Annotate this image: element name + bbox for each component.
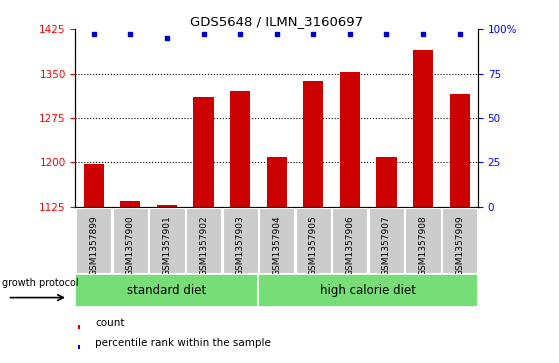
Bar [413,50,433,207]
Title: GDS5648 / ILMN_3160697: GDS5648 / ILMN_3160697 [190,15,363,28]
Text: growth protocol: growth protocol [2,278,78,288]
Bar [78,325,80,329]
Bar [442,208,477,273]
Bar [157,205,177,207]
Bar [230,91,250,207]
Text: GSM1357901: GSM1357901 [163,215,172,276]
Bar [405,208,440,273]
Text: GSM1357908: GSM1357908 [419,215,428,276]
Bar [76,208,111,273]
Text: GSM1357909: GSM1357909 [455,215,464,276]
Bar [78,345,80,349]
Bar [259,208,294,273]
Text: GSM1357903: GSM1357903 [235,215,245,276]
Bar [149,208,184,273]
Text: GSM1357900: GSM1357900 [126,215,135,276]
Bar [303,81,323,207]
Bar [369,208,404,273]
Text: GSM1357907: GSM1357907 [382,215,391,276]
Bar [120,201,140,207]
Bar [84,164,104,207]
Text: count: count [95,318,125,327]
Text: percentile rank within the sample: percentile rank within the sample [95,338,271,348]
Bar [258,274,478,307]
Bar [75,274,258,307]
Text: GSM1357906: GSM1357906 [345,215,354,276]
Text: GSM1357899: GSM1357899 [89,215,98,276]
Bar [186,208,221,273]
Bar [296,208,331,273]
Text: GSM1357905: GSM1357905 [309,215,318,276]
Bar [193,97,214,207]
Text: GSM1357904: GSM1357904 [272,215,281,276]
Bar [267,156,287,207]
Text: high calorie diet: high calorie diet [320,284,416,297]
Bar [340,72,360,207]
Text: standard diet: standard diet [127,284,207,297]
Text: GSM1357902: GSM1357902 [199,215,208,276]
Bar [332,208,367,273]
Bar [222,208,258,273]
Bar [113,208,148,273]
Bar [449,94,470,207]
Bar [376,156,396,207]
